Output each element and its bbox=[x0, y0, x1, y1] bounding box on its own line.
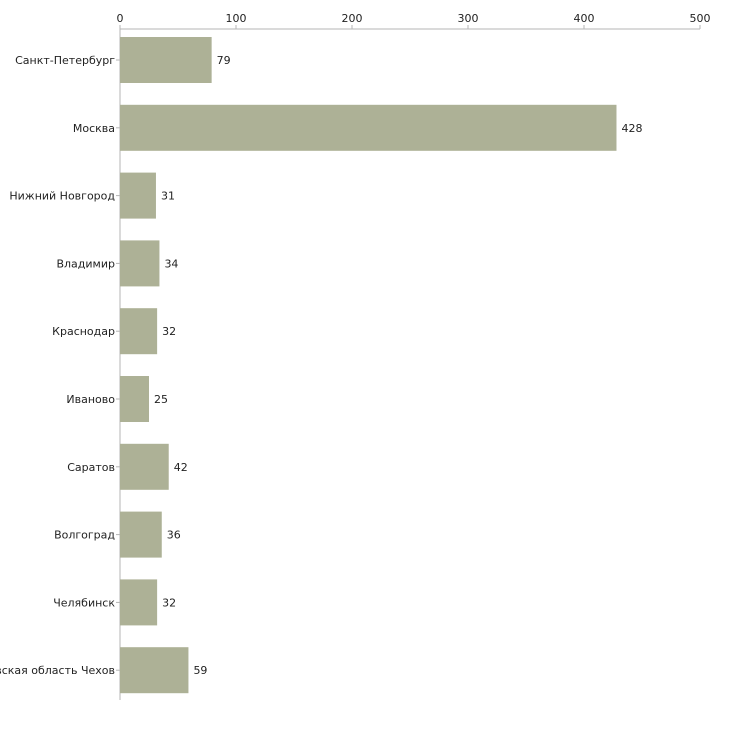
value-label: 31 bbox=[161, 190, 175, 203]
x-tick-label: 400 bbox=[574, 12, 595, 25]
bar bbox=[120, 647, 189, 694]
category-labels: Санкт-Петербург Москва Нижний Новгород Влад… bbox=[0, 54, 115, 677]
x-tick-label: 200 bbox=[342, 12, 363, 25]
bar bbox=[120, 37, 212, 83]
value-label: 25 bbox=[154, 393, 168, 406]
value-label: 36 bbox=[167, 529, 181, 542]
category-label: Московская область Чехов bbox=[0, 664, 115, 677]
bar bbox=[120, 104, 617, 151]
bar bbox=[120, 172, 156, 219]
x-tick-label: 500 bbox=[690, 12, 711, 25]
category-label: Челябинск bbox=[53, 596, 115, 609]
x-tick-label: 300 bbox=[458, 12, 479, 25]
x-tick-label: 100 bbox=[226, 12, 247, 25]
category-label: Саратов bbox=[67, 461, 115, 474]
value-label: 42 bbox=[174, 461, 188, 474]
bar bbox=[120, 443, 169, 490]
category-label: Волгоград bbox=[54, 529, 115, 542]
category-label: Санкт-Петербург bbox=[15, 54, 115, 67]
value-label: 428 bbox=[621, 122, 642, 135]
bar bbox=[120, 240, 160, 287]
x-tick-label: 0 bbox=[117, 12, 124, 25]
category-label: Нижний Новгород bbox=[9, 190, 115, 203]
value-label: 32 bbox=[162, 596, 176, 609]
value-label: 79 bbox=[217, 54, 231, 67]
bar bbox=[120, 579, 158, 626]
value-label: 32 bbox=[162, 325, 176, 338]
category-label: Иваново bbox=[66, 393, 115, 406]
value-label: 59 bbox=[193, 664, 207, 677]
value-labels: 79 428 31 34 32 25 42 36 32 59 bbox=[154, 54, 642, 677]
y-axis bbox=[116, 29, 121, 700]
bar bbox=[120, 376, 149, 422]
value-label: 34 bbox=[164, 257, 178, 270]
x-axis: 0 100 200 300 400 500 bbox=[117, 12, 711, 30]
category-label: Владимир bbox=[56, 257, 115, 270]
bar bbox=[120, 511, 162, 558]
bars bbox=[120, 37, 617, 694]
category-label: Краснодар bbox=[52, 325, 115, 338]
bar bbox=[120, 308, 158, 355]
category-label: Москва bbox=[73, 122, 115, 135]
